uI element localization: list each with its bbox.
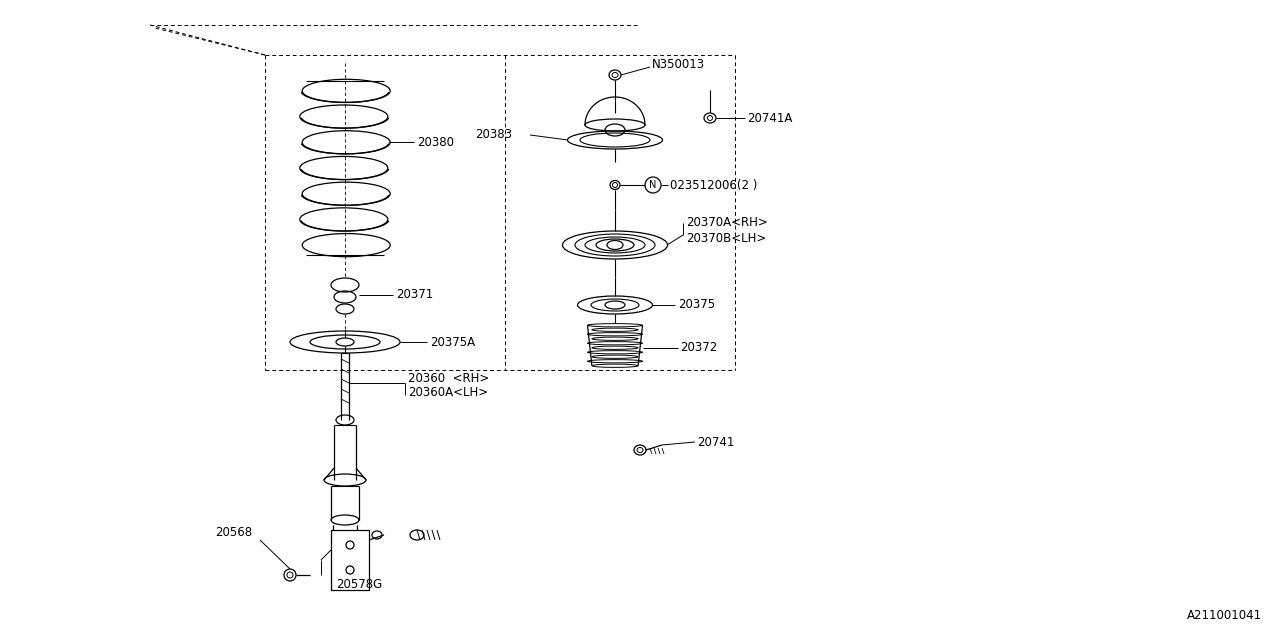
Text: 20360A<LH>: 20360A<LH> — [408, 387, 488, 399]
Text: 20578G: 20578G — [335, 579, 383, 591]
Text: 20370A<RH>: 20370A<RH> — [686, 216, 768, 230]
Text: 20371: 20371 — [396, 289, 433, 301]
Text: 20568: 20568 — [215, 527, 252, 540]
Text: 20372: 20372 — [681, 341, 718, 355]
Text: 20741A: 20741A — [748, 111, 792, 125]
Text: N350013: N350013 — [652, 58, 705, 72]
Text: 023512006(2 ): 023512006(2 ) — [669, 179, 758, 191]
Text: 20370B<LH>: 20370B<LH> — [686, 232, 767, 244]
Text: N: N — [649, 180, 657, 190]
Text: 20375: 20375 — [678, 298, 716, 312]
Text: 20375A: 20375A — [430, 335, 475, 349]
Text: 20741: 20741 — [698, 435, 735, 449]
Text: 20360  <RH>: 20360 <RH> — [408, 371, 489, 385]
Text: 20380: 20380 — [417, 136, 454, 148]
Text: 20383: 20383 — [475, 129, 512, 141]
Text: A211001041: A211001041 — [1187, 609, 1262, 622]
Bar — [332, 530, 369, 590]
